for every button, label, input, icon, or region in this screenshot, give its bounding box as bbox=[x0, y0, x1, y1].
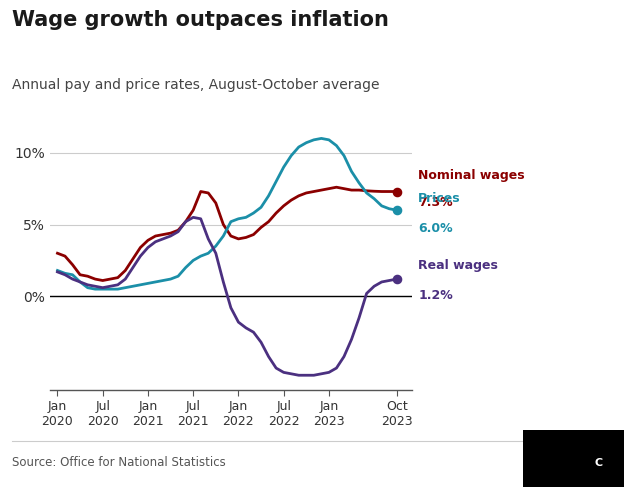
Text: Real wages: Real wages bbox=[418, 259, 498, 272]
Text: B: B bbox=[573, 458, 582, 468]
Text: Annual pay and price rates, August-October average: Annual pay and price rates, August-Octob… bbox=[12, 78, 380, 92]
Point bbox=[392, 187, 402, 195]
Text: Prices: Prices bbox=[418, 192, 461, 206]
Text: 6.0%: 6.0% bbox=[418, 223, 452, 235]
Text: 7.3%: 7.3% bbox=[418, 196, 452, 209]
Point bbox=[392, 206, 402, 214]
Text: B: B bbox=[551, 458, 560, 468]
Text: Source: Office for National Statistics: Source: Office for National Statistics bbox=[12, 456, 227, 469]
Point bbox=[392, 275, 402, 283]
Text: Nominal wages: Nominal wages bbox=[418, 169, 525, 182]
Text: C: C bbox=[595, 458, 603, 468]
Text: 1.2%: 1.2% bbox=[418, 289, 453, 302]
Text: Wage growth outpaces inflation: Wage growth outpaces inflation bbox=[12, 10, 389, 30]
